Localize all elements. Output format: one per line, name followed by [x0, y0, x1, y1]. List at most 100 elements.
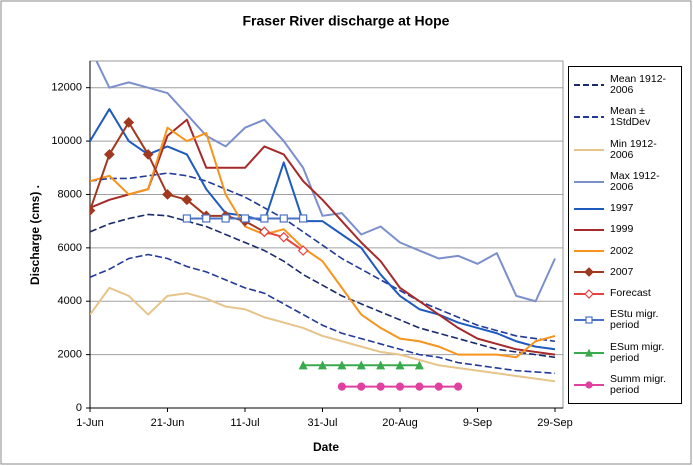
- x-tick-label: 29-Sep: [537, 417, 572, 429]
- series-line: [90, 108, 556, 351]
- chart-title: Fraser River discharge at Hope: [243, 13, 450, 29]
- legend-label: Forecast: [610, 287, 651, 300]
- legend-item: Min 1912-2006: [572, 137, 678, 161]
- marker: [395, 382, 405, 391]
- x-tick-label: 11-Jul: [230, 417, 259, 429]
- legend-swatch: [574, 288, 604, 299]
- x-tick-label: 31-Jul: [308, 417, 338, 429]
- legend-item: Mean ± 1StdDev: [572, 106, 678, 128]
- legend-item: Max 1912-2006: [572, 169, 678, 193]
- legend-label: 2002: [610, 244, 634, 257]
- marker: [454, 382, 463, 391]
- x-tick-label: 20-Aug: [382, 417, 417, 429]
- legend-item: 1997: [572, 203, 678, 214]
- y-tick-label: 2000: [58, 349, 82, 361]
- marker: [376, 360, 386, 370]
- legend-swatch: [574, 348, 604, 357]
- marker: [202, 214, 211, 223]
- marker: [260, 214, 269, 223]
- plot-lines: [90, 61, 556, 391]
- marker: [395, 360, 405, 370]
- marker: [337, 360, 347, 370]
- series-line: [90, 213, 556, 359]
- marker: [259, 226, 270, 238]
- legend-label: 1999: [610, 223, 634, 236]
- legend-swatch: [574, 228, 604, 231]
- y-tick-label: 8000: [58, 188, 82, 200]
- y-tick-label: 10000: [51, 135, 82, 147]
- marker: [299, 214, 308, 223]
- marker: [278, 231, 290, 243]
- y-tick-label: 4000: [58, 295, 82, 307]
- marker: [123, 117, 135, 128]
- x-tick-label: 21-Jun: [151, 417, 185, 429]
- legend-item: Summ migr. period: [572, 372, 678, 396]
- series-line: [90, 118, 556, 356]
- x-axis-label: Date: [313, 440, 339, 454]
- marker: [585, 316, 593, 324]
- marker: [318, 360, 327, 370]
- legend-item: ESum migr. period: [572, 340, 678, 364]
- legend-swatch: [574, 316, 604, 324]
- y-tick-label: 6000: [58, 242, 82, 254]
- marker: [162, 189, 173, 200]
- legend-swatch: [574, 207, 604, 210]
- legend-label: ESum migr. period: [610, 340, 665, 364]
- marker: [357, 382, 366, 391]
- series-line: [90, 172, 556, 343]
- marker: [297, 245, 309, 256]
- legend-item: Mean 1912-2006: [572, 74, 678, 96]
- legend-item: Forecast: [572, 288, 678, 299]
- legend-swatch: [574, 267, 604, 278]
- legend-item: EStu migr. period: [572, 309, 678, 331]
- marker: [104, 149, 115, 160]
- legend-label: Summ migr. period: [610, 372, 667, 396]
- legend-label: 2007: [610, 265, 634, 278]
- marker: [221, 214, 230, 223]
- marker: [181, 194, 193, 206]
- legend-label: Max 1912-2006: [610, 169, 660, 193]
- legend-swatch: [574, 84, 604, 87]
- legend-label: Mean ± 1StdDev: [610, 105, 651, 129]
- y-tick-label: 12000: [51, 82, 82, 94]
- legend-label: EStu migr. period: [610, 308, 659, 332]
- marker: [298, 360, 308, 370]
- marker: [584, 288, 594, 299]
- legend-label: Mean 1912-2006: [610, 73, 667, 97]
- marker: [279, 214, 288, 223]
- series-line: [90, 286, 556, 383]
- y-tick-label: 0: [76, 402, 82, 414]
- legend-item: 1999: [572, 224, 678, 235]
- y-axis-label: Discharge (cms) .: [28, 185, 42, 285]
- marker: [376, 382, 385, 391]
- x-tick-label: 9-Sep: [463, 417, 492, 429]
- legend-swatch: [574, 250, 604, 253]
- legend-swatch: [574, 148, 604, 151]
- legend: Mean 1912-2006 Mean ± 1StdDev Min 1912-200…: [568, 66, 682, 404]
- marker: [356, 360, 366, 370]
- legend-swatch: [574, 381, 604, 389]
- legend-item: 2002: [572, 244, 678, 257]
- legend-label: 1997: [610, 202, 634, 215]
- marker: [240, 214, 250, 223]
- marker: [182, 214, 191, 223]
- marker: [414, 360, 424, 370]
- series-line: [95, 61, 556, 303]
- marker: [585, 381, 593, 389]
- legend-swatch: [574, 116, 604, 119]
- marker: [90, 205, 96, 216]
- marker: [337, 382, 346, 391]
- series-line: [90, 126, 556, 359]
- legend-label: Min 1912-2006: [610, 137, 657, 161]
- x-tick-label: 1-Jun: [76, 417, 104, 429]
- plot-area: [89, 60, 564, 409]
- marker: [415, 382, 424, 391]
- marker: [585, 348, 593, 357]
- series-line: [90, 253, 556, 375]
- legend-swatch: [574, 180, 604, 183]
- marker: [584, 267, 594, 278]
- marker: [142, 149, 154, 160]
- legend-item: 2007: [572, 265, 678, 278]
- marker: [434, 382, 443, 391]
